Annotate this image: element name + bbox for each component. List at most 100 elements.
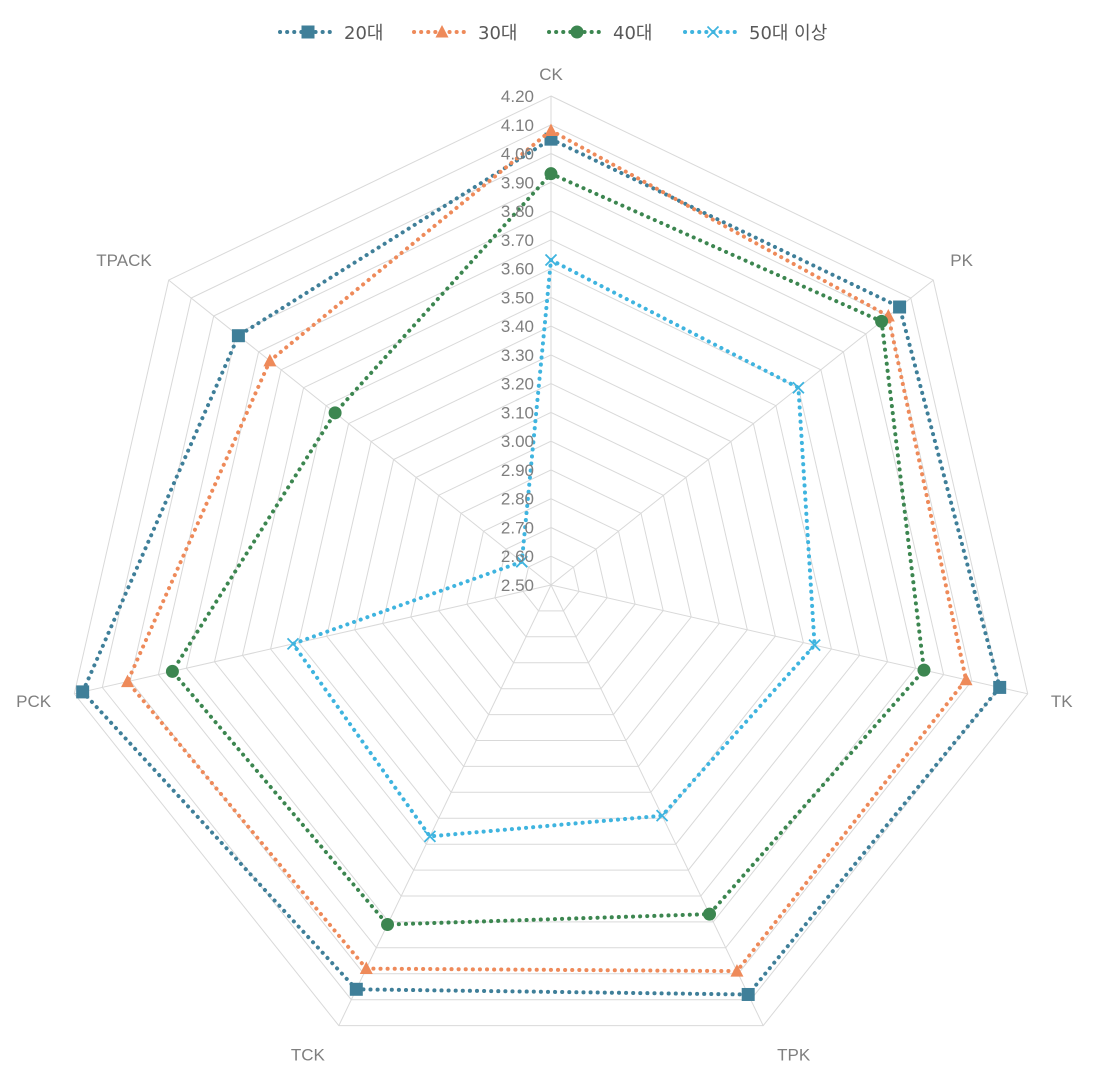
- grid-spoke: [550, 584, 764, 1026]
- data-point-circle: [544, 167, 558, 181]
- data-point-circle: [917, 663, 931, 677]
- data-point-triangle: [435, 25, 449, 38]
- grid-ring: [438, 469, 664, 690]
- x-stroke: [544, 253, 558, 267]
- series-line: [289, 256, 817, 839]
- tick-label: 3.60: [501, 260, 534, 279]
- category-label-pck: PCK: [16, 692, 52, 711]
- series-2: [121, 123, 973, 977]
- tick-label: 3.90: [501, 173, 534, 192]
- tick-label: 2.90: [501, 461, 534, 480]
- data-point-x: [808, 639, 821, 652]
- tick-label: 2.70: [501, 519, 534, 538]
- tick-label: 3.70: [501, 231, 534, 250]
- legend-label: 30대: [478, 23, 517, 44]
- series-line: [80, 136, 1002, 997]
- series-line: [169, 171, 927, 927]
- tick-label: 3.50: [501, 288, 534, 307]
- legend-label: 50대 이상: [749, 23, 827, 44]
- category-label-tpk: TPK: [777, 1045, 811, 1064]
- data-point-x: [286, 637, 300, 651]
- category-labels: CK PK TK TPK TCK PCK TPACK: [16, 65, 1073, 1064]
- data-point-square: [231, 329, 245, 343]
- grid-spoke: [550, 584, 1028, 695]
- tick-label: 3.10: [501, 403, 534, 422]
- grid-ring: [326, 354, 776, 793]
- grid-spoke: [550, 279, 934, 586]
- data-point-x: [706, 25, 720, 39]
- data-point-circle: [328, 406, 342, 420]
- data-point-square: [993, 680, 1007, 694]
- series-3: [165, 167, 931, 932]
- data-point-square: [76, 685, 90, 699]
- tick-label: 3.30: [501, 346, 534, 365]
- grid-spoke: [338, 584, 552, 1026]
- grid-ring: [522, 555, 580, 612]
- x-stroke: [706, 25, 720, 39]
- grid-ring: [354, 383, 748, 767]
- data-point-x: [655, 809, 669, 822]
- data-point-circle: [703, 907, 717, 921]
- x-stroke: [808, 639, 821, 652]
- tick-label: 3.80: [501, 202, 534, 221]
- x-stroke: [655, 809, 669, 822]
- legend-item-1: 20대: [278, 23, 383, 44]
- data-point-square: [349, 982, 363, 996]
- data-point-x: [792, 381, 805, 394]
- data-point-circle: [381, 918, 395, 932]
- category-label-tk: TK: [1051, 692, 1073, 711]
- data-point-triangle: [121, 674, 135, 688]
- x-stroke: [286, 637, 300, 651]
- legend-label: 40대: [613, 23, 652, 44]
- grid-ring: [101, 124, 1001, 1001]
- grid-ring: [270, 296, 832, 845]
- grid-ring: [213, 239, 889, 897]
- data-point-triangle: [730, 964, 744, 977]
- tick-label: 4.20: [501, 87, 534, 106]
- tick-label: 2.80: [501, 490, 534, 509]
- series-line: [125, 128, 969, 974]
- category-label-ck: CK: [539, 65, 563, 84]
- grid-spoke: [168, 279, 552, 586]
- tick-label: 2.60: [501, 547, 534, 566]
- x-stroke: [423, 830, 437, 843]
- series-4: [286, 253, 821, 843]
- grid-ring: [73, 95, 1029, 1027]
- data-point-square: [741, 987, 755, 1001]
- legend-label: 20대: [344, 23, 383, 44]
- data-point-square: [893, 300, 907, 314]
- legend-item-2: 30대: [412, 23, 517, 44]
- category-label-pk: PK: [950, 251, 973, 270]
- legend-item-3: 40대: [547, 23, 652, 44]
- data-point-circle: [570, 25, 584, 39]
- tick-label: 4.10: [501, 116, 534, 135]
- data-point-x: [544, 253, 558, 267]
- data-point-triangle: [544, 123, 558, 137]
- x-stroke: [792, 381, 805, 394]
- tick-label: 2.50: [501, 576, 534, 595]
- grid-ring: [241, 268, 861, 871]
- grid-ring: [410, 440, 692, 716]
- grid-ring: [382, 411, 720, 741]
- series-lines: [76, 123, 1007, 1001]
- data-point-x: [423, 830, 437, 843]
- data-point-triangle: [359, 961, 373, 975]
- grid-ring: [157, 181, 945, 949]
- grid-spoke: [74, 584, 552, 695]
- grid-ring: [494, 526, 608, 638]
- data-point-circle: [165, 664, 179, 678]
- tick-label: 4.00: [501, 145, 534, 164]
- data-point-triangle: [959, 672, 973, 686]
- grid-ring: [466, 498, 636, 664]
- x-stroke: [515, 555, 528, 568]
- data-point-square: [301, 25, 315, 39]
- legend: 20대 30대 40대 50대 이상: [278, 23, 827, 44]
- tick-label: 3.20: [501, 375, 534, 394]
- category-label-tpack: TPACK: [96, 251, 152, 270]
- data-point-triangle: [263, 353, 277, 367]
- category-label-tck: TCK: [291, 1045, 326, 1064]
- radial-tick-labels: 2.50 2.60 2.70 2.80 2.90 3.00 3.10 3.20 3.30 3.40…: [501, 87, 534, 595]
- radar-grid: [73, 95, 1029, 1027]
